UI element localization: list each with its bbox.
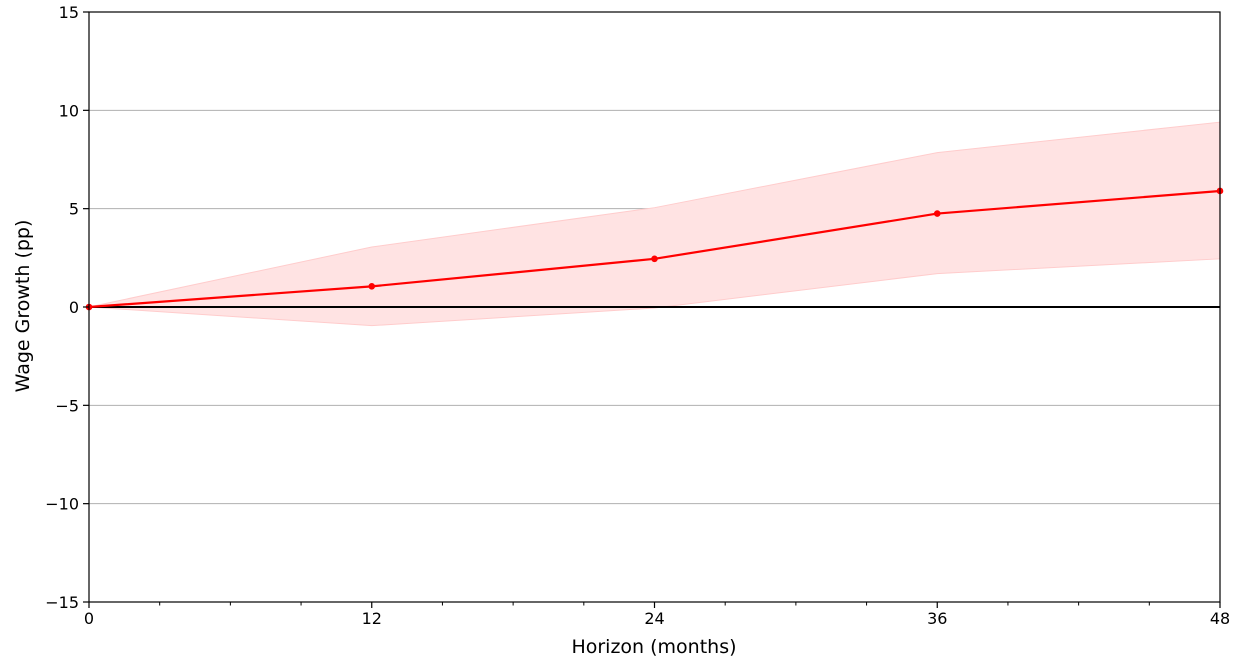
data-point (651, 255, 658, 263)
x-tick-label: 36 (927, 609, 947, 628)
series-lines (85, 187, 1224, 311)
x-tick-label: 12 (362, 609, 382, 628)
y-axis-label: Wage Growth (pp) (12, 220, 34, 393)
x-tick-label: 0 (84, 609, 94, 628)
x-tick-label: 48 (1210, 609, 1230, 628)
tick-labels: −15 −10 −5 0 5 10 15 0 12 24 36 48 (45, 3, 1230, 628)
y-tick-label: 10 (59, 101, 79, 120)
x-tick-label: 24 (644, 609, 664, 628)
x-axis-label: Horizon (months) (571, 636, 736, 658)
data-point (368, 283, 376, 290)
y-tick-label: −5 (55, 396, 79, 415)
y-tick-label: 5 (69, 200, 79, 219)
tick-marks (83, 11, 1221, 608)
data-point (933, 210, 941, 217)
y-tick-label: −10 (45, 495, 79, 514)
y-tick-label: 15 (59, 3, 79, 22)
y-tick-label: −15 (45, 593, 79, 612)
y-tick-label: 0 (69, 298, 79, 317)
